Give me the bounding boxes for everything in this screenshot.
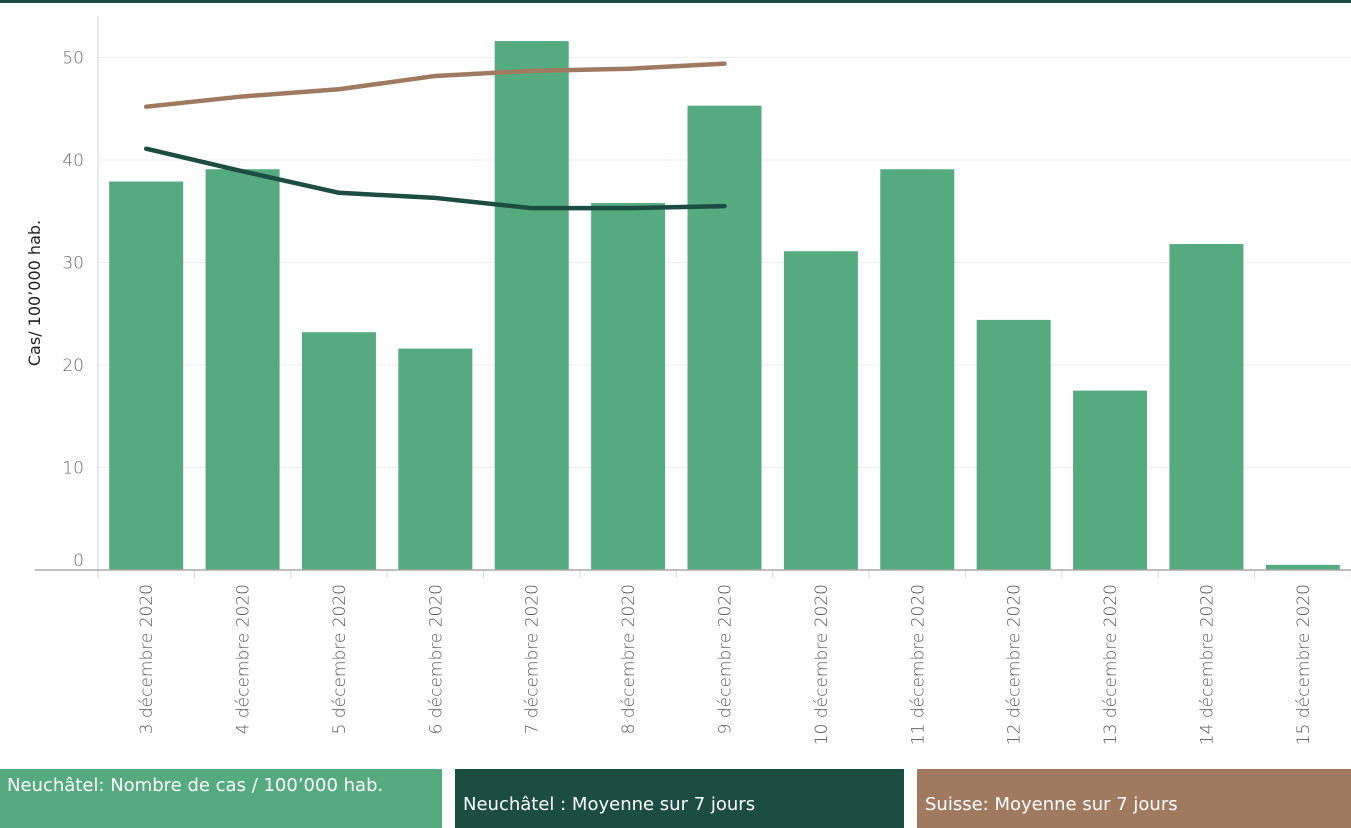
- y-tick-label: 40: [62, 151, 84, 171]
- legend-item-switzerland-average[interactable]: Suisse: Moyenne sur 7 jours: [917, 769, 1351, 828]
- y-tick-label: 30: [62, 254, 84, 274]
- x-axis-ticks: 3 décembre 2020 4 décembre 2020 5 décembre…: [97, 570, 1351, 745]
- bar[interactable]: [976, 319, 1051, 570]
- legend-item-neuchatel-average[interactable]: Neuchâtel : Moyenne sur 7 jours: [455, 769, 904, 828]
- x-tick-label: 11 décembre 2020: [908, 584, 928, 745]
- bar[interactable]: [783, 251, 858, 570]
- bar[interactable]: [494, 41, 569, 571]
- chart: 0 10 20 30 40 50 3 décembre 2020 4 décembre 20…: [25, 16, 1351, 745]
- bar[interactable]: [301, 332, 376, 570]
- y-axis-title: Cas/ 100’000 hab.: [25, 220, 44, 366]
- x-tick-label: 13 décembre 2020: [1101, 584, 1121, 745]
- x-tick-label: 14 décembre 2020: [1197, 584, 1217, 745]
- x-tick-label: 8 décembre 2020: [619, 584, 639, 734]
- series-line-switzerland-average[interactable]: [143, 61, 727, 109]
- x-tick-label: 7 décembre 2020: [523, 584, 543, 734]
- series-line-neuchatel-average[interactable]: [143, 146, 727, 211]
- y-tick-label: 20: [62, 356, 84, 376]
- x-tick-label: 4 décembre 2020: [234, 584, 254, 734]
- bar[interactable]: [109, 181, 184, 570]
- bar[interactable]: [398, 348, 473, 570]
- legend-label: Suisse: Moyenne sur 7 jours: [925, 794, 1178, 815]
- x-tick-label: 15 décembre 2020: [1294, 584, 1314, 745]
- top-accent-bar: [0, 0, 1351, 3]
- y-tick-label: 10: [62, 459, 84, 479]
- y-tick-label: 0: [73, 551, 84, 571]
- x-tick-label: 12 décembre 2020: [1005, 584, 1025, 745]
- x-tick-label: 3 décembre 2020: [137, 584, 157, 734]
- legend-label: Neuchâtel: Nombre de cas / 100’000 hab.: [7, 775, 384, 796]
- legend-item-neuchatel-cases[interactable]: Neuchâtel: Nombre de cas / 100’000 hab.: [0, 769, 442, 828]
- line-series: [143, 61, 727, 211]
- bar[interactable]: [687, 105, 762, 571]
- bar[interactable]: [1169, 244, 1244, 571]
- x-tick-label: 10 décembre 2020: [812, 584, 832, 745]
- bar[interactable]: [880, 169, 955, 570]
- bar[interactable]: [1265, 564, 1340, 570]
- y-axis-ticks: 0 10 20 30 40 50: [62, 49, 84, 572]
- x-tick-label: 9 décembre 2020: [716, 584, 736, 734]
- bar[interactable]: [205, 169, 280, 570]
- y-tick-label: 50: [62, 49, 84, 69]
- x-tick-label: 5 décembre 2020: [330, 584, 350, 734]
- bar[interactable]: [591, 203, 666, 571]
- bar[interactable]: [1073, 390, 1148, 570]
- bar-series: [109, 41, 1340, 571]
- x-tick-label: 6 décembre 2020: [426, 584, 446, 734]
- legend-label: Neuchâtel : Moyenne sur 7 jours: [463, 794, 756, 815]
